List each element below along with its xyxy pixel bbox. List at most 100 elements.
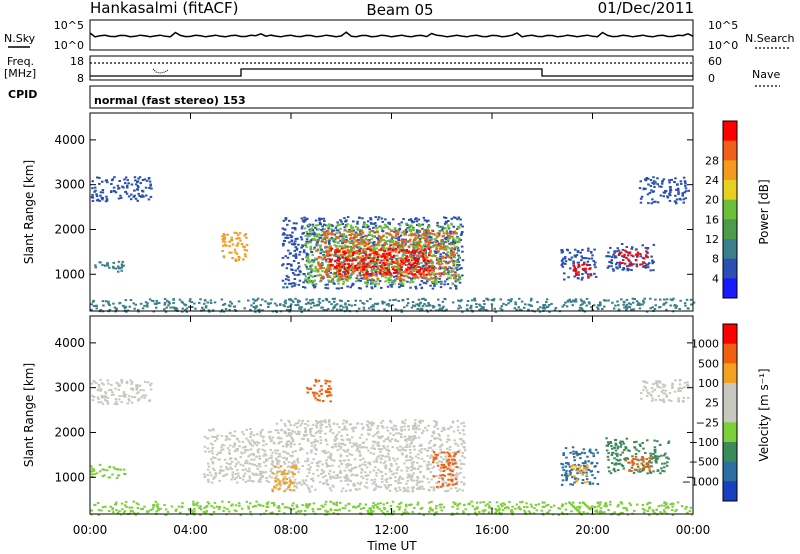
velocity-scatter-cell	[356, 447, 359, 450]
velocity-scatter-cell	[251, 444, 254, 447]
velocity-scatter-cell	[462, 445, 466, 448]
power-scatter-cell	[400, 274, 403, 277]
power-scatter-cell	[310, 264, 314, 267]
power-scatter-cell	[661, 180, 664, 183]
velocity-scatter-cell	[99, 378, 102, 381]
power-scatter-cell	[321, 228, 325, 231]
velocity-scatter-cell	[231, 473, 234, 476]
power-scatter-cell	[343, 263, 347, 266]
power-scatter-cell	[410, 279, 414, 282]
power-scatter-cell	[107, 300, 110, 303]
velocity-scatter-cell	[454, 462, 457, 465]
power-scatter-cell	[576, 250, 580, 253]
power-scatter-cell	[420, 309, 424, 312]
power-scatter-cell	[247, 299, 250, 302]
power-scatter-cell	[347, 263, 350, 266]
velocity-scatter-cell	[142, 389, 145, 392]
velocity-scatter-cell	[358, 436, 362, 439]
power-scatter-cell	[432, 270, 435, 273]
power-scatter-cell	[420, 280, 424, 282]
velocity-scatter-cell	[356, 482, 359, 485]
velocity-scatter-cell	[344, 463, 348, 466]
power-scatter-cell	[348, 253, 351, 256]
velocity-scatter-cell	[445, 458, 448, 461]
velocity-scatter-cell	[232, 445, 235, 448]
velocity-scatter-cell	[404, 419, 407, 422]
velocity-scatter-cell	[405, 438, 409, 440]
velocity-scatter-cell	[419, 487, 422, 490]
power-scatter-cell	[682, 198, 685, 201]
velocity-scatter-cell	[389, 484, 393, 487]
velocity-scatter-cell	[352, 426, 355, 429]
power-scatter-cell	[317, 233, 320, 236]
power-scatter-cell	[563, 272, 566, 275]
velocity-scatter-cell	[353, 484, 356, 487]
power-scatter-cell	[332, 237, 336, 240]
power-scatter-cell	[381, 235, 385, 238]
velocity-scatter-cell	[247, 455, 250, 458]
power-scatter-cell	[431, 304, 434, 307]
power-scatter-cell	[146, 302, 149, 305]
power-scatter-cell	[507, 302, 510, 305]
power-scatter-cell	[420, 236, 424, 239]
velocity-scatter-cell	[394, 480, 397, 482]
power-scatter-cell	[444, 272, 447, 275]
power-scatter-cell	[230, 302, 233, 305]
power-scatter-cell	[397, 309, 400, 312]
power-scatter-cell	[311, 229, 315, 231]
velocity-scatter-cell	[458, 459, 462, 462]
freq-left-label-1: Freq.	[7, 55, 34, 68]
power-scatter-cell	[315, 233, 318, 236]
velocity-scatter-cell	[369, 463, 372, 466]
power-scatter-cell	[330, 247, 333, 250]
velocity-scatter-cell	[576, 454, 579, 457]
velocity-scatter-cell	[133, 396, 137, 399]
power-scatter-cell	[335, 229, 339, 232]
power-scatter-cell	[388, 241, 392, 244]
power-scatter-cell	[402, 262, 406, 265]
power-scatter-cell	[344, 241, 347, 244]
velocity-scatter-cell	[453, 439, 456, 442]
power-scatter-cell	[313, 248, 316, 251]
power-scatter-cell	[382, 253, 385, 255]
power-scatter-cell	[307, 224, 311, 227]
velocity-scatter-cell	[290, 466, 293, 469]
power-scatter-cell	[332, 229, 336, 232]
power-scatter-cell	[333, 300, 336, 303]
velocity-scatter-cell	[289, 441, 293, 444]
velocity-scatter-cell	[455, 442, 458, 445]
velocity-scatter-cell	[447, 458, 451, 461]
power-scatter-cell	[414, 232, 417, 235]
velocity-scatter-cell	[293, 460, 296, 463]
power-scatter-cell	[386, 249, 390, 252]
power-scatter-cell	[628, 259, 631, 262]
power-scatter-cell	[403, 259, 406, 262]
velocity-scatter-cell	[334, 445, 337, 448]
velocity-scatter-cell	[281, 470, 285, 473]
velocity-scatter-cell	[380, 435, 383, 438]
velocity-scatter-cell	[346, 438, 349, 441]
power-scatter-cell	[376, 270, 380, 273]
power-scatter-cell	[602, 299, 606, 302]
velocity-scatter-cell	[382, 426, 385, 429]
power-scatter-cell	[409, 256, 413, 259]
power-scatter-cell	[635, 300, 639, 303]
power-scatter-cell	[428, 254, 431, 257]
power-scatter-cell	[425, 263, 428, 266]
power-scatter-cell	[444, 247, 447, 250]
velocity-scatter-cell	[365, 438, 369, 441]
velocity-scatter-cell	[410, 441, 414, 444]
power-scatter-cell	[452, 237, 455, 240]
power-scatter-cell	[307, 260, 310, 263]
power-scatter-cell	[363, 276, 366, 279]
velocity-scatter-cell	[417, 457, 420, 460]
velocity-scatter-cell	[359, 453, 362, 456]
velocity-scatter-cell	[464, 449, 467, 452]
velocity-scatter-cell	[327, 419, 331, 422]
power-scatter-cell	[651, 306, 654, 309]
power-scatter-cell	[305, 298, 308, 301]
power-scatter-cell	[143, 178, 147, 181]
velocity-scatter-cell	[245, 459, 249, 462]
velocity-scatter-cell	[306, 438, 310, 441]
velocity-scatter-cell	[456, 419, 459, 422]
